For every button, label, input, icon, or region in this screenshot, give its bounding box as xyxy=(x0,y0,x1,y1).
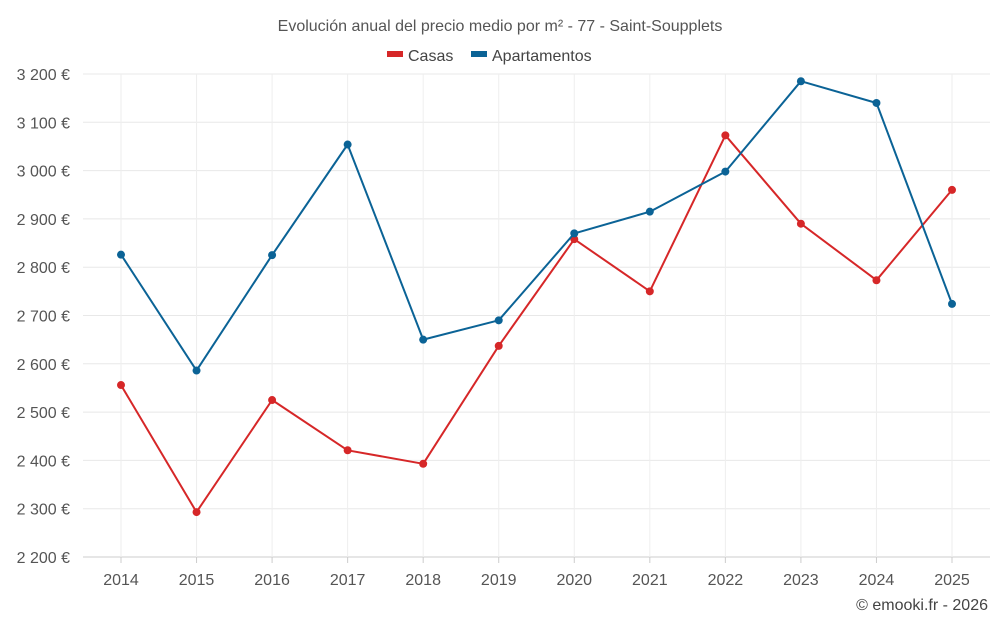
x-tick-label: 2023 xyxy=(783,572,819,589)
y-tick-label: 3 200 € xyxy=(17,67,70,84)
x-tick-label: 2014 xyxy=(103,572,139,589)
x-tick-label: 2016 xyxy=(254,572,290,589)
y-tick-label: 2 900 € xyxy=(17,212,70,229)
data-point-casas[interactable] xyxy=(494,341,503,350)
data-point-apartamentos[interactable] xyxy=(419,335,428,344)
data-point-casas[interactable] xyxy=(192,508,201,517)
data-point-apartamentos[interactable] xyxy=(343,140,352,149)
legend-item-apartamentos[interactable]: Apartamentos xyxy=(471,48,592,65)
x-tick-label: 2020 xyxy=(556,572,592,589)
data-point-casas[interactable] xyxy=(796,219,805,228)
data-point-casas[interactable] xyxy=(645,287,654,296)
x-tick-label: 2015 xyxy=(179,572,215,589)
y-tick-label: 3 100 € xyxy=(17,115,70,132)
data-point-apartamentos[interactable] xyxy=(570,229,579,238)
data-point-casas[interactable] xyxy=(419,459,428,468)
x-tick-label: 2019 xyxy=(481,572,517,589)
legend-swatch-casas xyxy=(387,51,403,57)
data-point-apartamentos[interactable] xyxy=(796,77,805,86)
legend: Casas Apartamentos xyxy=(387,48,592,65)
y-tick-label: 3 000 € xyxy=(17,164,70,181)
legend-label-casas: Casas xyxy=(408,48,453,65)
legend-item-casas[interactable]: Casas xyxy=(387,48,453,65)
legend-label-apartamentos: Apartamentos xyxy=(492,48,592,65)
x-tick-label: 2024 xyxy=(859,572,895,589)
x-axis: 2014 2015 2016 2017 2018 2019 2020 2021 2022 2023… xyxy=(103,557,970,589)
data-point-casas[interactable] xyxy=(117,381,125,390)
data-point-casas[interactable] xyxy=(721,131,730,140)
x-tick-label: 2018 xyxy=(405,572,441,589)
legend-swatch-apartamentos xyxy=(471,51,487,57)
data-point-casas[interactable] xyxy=(948,185,956,194)
data-point-casas[interactable] xyxy=(872,276,881,285)
y-tick-label: 2 300 € xyxy=(17,502,70,519)
data-point-apartamentos[interactable] xyxy=(192,366,201,375)
x-tick-label: 2025 xyxy=(934,572,970,589)
y-tick-label: 2 700 € xyxy=(17,309,70,326)
series-line-casas xyxy=(120,134,953,514)
data-point-apartamentos[interactable] xyxy=(948,299,956,308)
y-tick-label: 2 500 € xyxy=(17,405,70,422)
y-tick-label: 2 800 € xyxy=(17,260,70,277)
data-point-apartamentos[interactable] xyxy=(645,207,654,216)
data-point-apartamentos[interactable] xyxy=(117,250,125,259)
data-point-apartamentos[interactable] xyxy=(872,98,881,107)
x-tick-label: 2021 xyxy=(632,572,668,589)
grid xyxy=(83,73,990,558)
y-tick-label: 2 600 € xyxy=(17,357,70,374)
chart-title: Evolución anual del precio medio por m² … xyxy=(278,18,723,35)
y-axis: 2 200 € 2 300 € 2 400 € 2 500 € 2 600 € 2 700… xyxy=(17,67,70,567)
data-point-apartamentos[interactable] xyxy=(494,316,503,325)
data-point-casas[interactable] xyxy=(343,446,352,455)
y-tick-label: 2 400 € xyxy=(17,453,70,470)
data-point-casas[interactable] xyxy=(268,396,277,405)
data-point-apartamentos[interactable] xyxy=(268,251,277,260)
series-line-apartamentos xyxy=(120,80,953,372)
data-point-apartamentos[interactable] xyxy=(721,167,730,176)
x-tick-label: 2017 xyxy=(330,572,366,589)
series-group xyxy=(117,77,956,517)
x-tick-label: 2022 xyxy=(708,572,744,589)
credit-text: © emooki.fr - 2026 xyxy=(856,597,988,614)
y-tick-label: 2 200 € xyxy=(17,550,70,567)
